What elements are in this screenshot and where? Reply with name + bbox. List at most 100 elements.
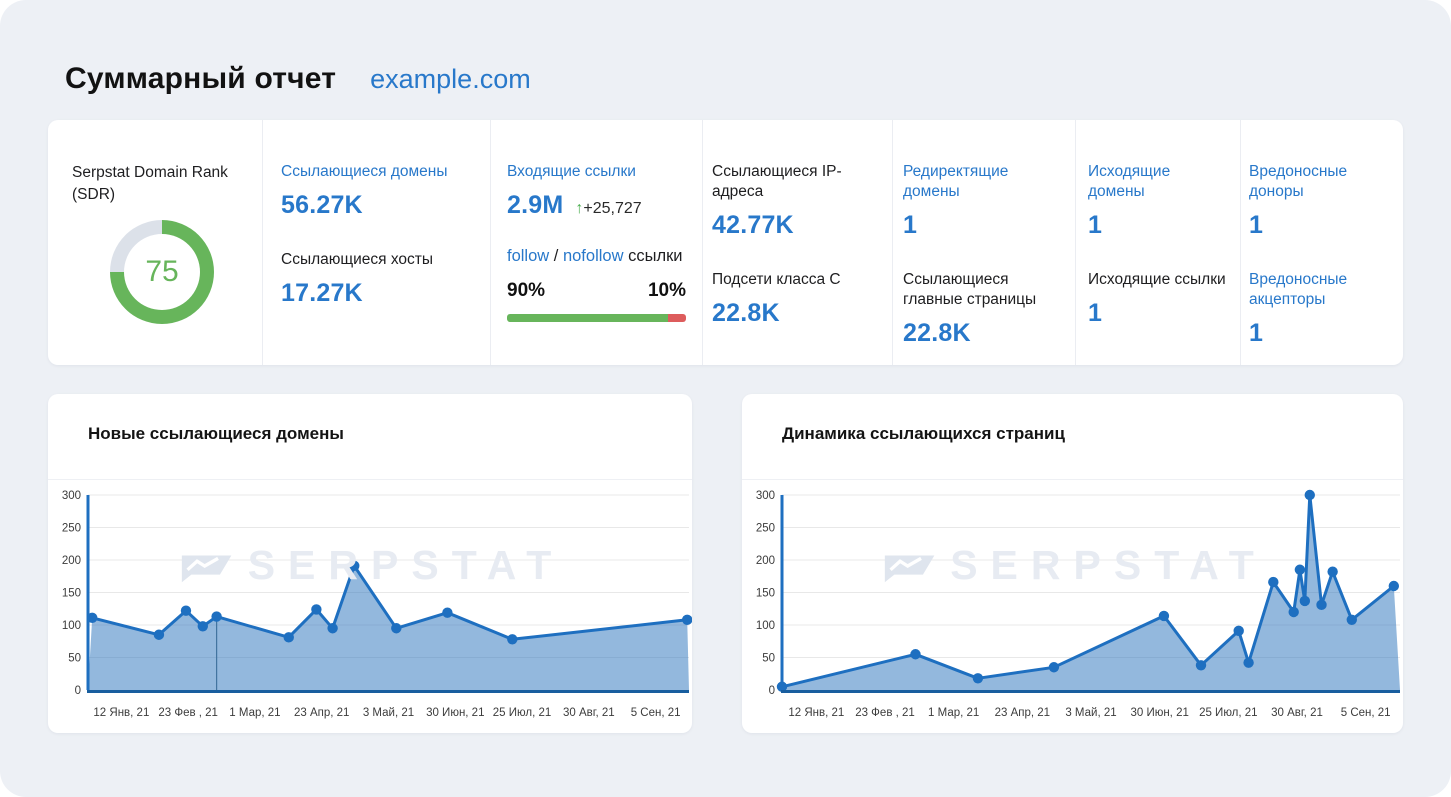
outgoing-domains-column: Исходящие домены 1 Исходящие ссылки 1 [1075, 120, 1240, 365]
svg-text:30 Авг, 21: 30 Авг, 21 [563, 707, 615, 719]
redirecting-domains-column: Редиректящие домены 1 Ссылающиеся главны… [892, 120, 1075, 365]
svg-text:250: 250 [756, 523, 775, 535]
svg-text:23 Апр, 21: 23 Апр, 21 [294, 707, 349, 719]
follow-separator: / [549, 247, 563, 265]
sdr-value: 75 [145, 255, 179, 288]
metric-value: 1 [1249, 211, 1264, 239]
metric-value: 22.8K [903, 319, 971, 347]
referring-domains-column: Ссылающиеся домены 56.27K Ссылающиеся хо… [262, 120, 490, 365]
svg-text:30 Июн, 21: 30 Июн, 21 [1130, 707, 1188, 719]
svg-text:150: 150 [756, 588, 775, 600]
metric-label[interactable]: Входящие ссылки [507, 163, 636, 180]
metric-label[interactable]: Вредоносные доноры [1249, 163, 1348, 200]
metric-referring-hosts: Ссылающиеся хосты 17.27K [281, 250, 480, 308]
incoming-links-column: Входящие ссылки 2.9M ↑+25,727 follow / n… [490, 120, 702, 365]
metric-redirecting-domains: Редиректящие домены 1 [903, 162, 1065, 240]
incoming-links-delta: ↑+25,727 [575, 200, 641, 218]
follow-percent: 90% [507, 280, 546, 301]
nofollow-link[interactable]: nofollow [562, 247, 624, 265]
metric-value: 1 [1088, 299, 1103, 327]
follow-bar-segment [507, 314, 669, 322]
metric-label: Ссылающиеся главные страницы [903, 271, 1037, 308]
new-referring-domains-chart[interactable]: 0 50 100 150 200 250 300 12 Янв, 21 23 Фев , 21 1… [48, 482, 692, 726]
svg-text:5 Сен, 21: 5 Сен, 21 [631, 707, 681, 719]
sdr-donut-hole: 75 [124, 234, 200, 310]
follow-link[interactable]: follow [507, 247, 550, 265]
metric-label: Ссылающиеся хосты [281, 251, 434, 268]
chart-header: Новые ссылающиеся домены [48, 394, 692, 480]
metric-label: Исходящие ссылки [1088, 271, 1226, 288]
svg-text:23 Апр, 21: 23 Апр, 21 [995, 707, 1050, 719]
svg-text:50: 50 [68, 653, 81, 665]
metric-value: 1 [903, 211, 918, 239]
svg-text:250: 250 [62, 523, 81, 535]
sdr-label: Serpstat Domain Rank (SDR) [72, 164, 228, 203]
svg-text:50: 50 [762, 653, 775, 665]
delta-value: +25,727 [583, 200, 642, 217]
sdr-donut-chart: 75 [110, 220, 214, 324]
svg-text:30 Авг, 21: 30 Авг, 21 [1271, 707, 1323, 719]
svg-text:200: 200 [756, 555, 775, 567]
svg-text:1 Мар, 21: 1 Мар, 21 [229, 707, 280, 719]
referring-ips-column: Ссылающиеся IP-адреса 42.77K Подсети кла… [702, 120, 892, 365]
svg-text:300: 300 [62, 490, 81, 502]
metric-label: Ссылающиеся IP-адреса [712, 163, 842, 200]
metric-label[interactable]: Исходящие домены [1088, 163, 1171, 200]
links-suffix: ссылки [623, 247, 683, 265]
chart-title: Динамика ссылающихся страниц [782, 424, 1065, 443]
metric-label: Подсети класса C [712, 271, 841, 288]
metric-value: 22.8K [712, 299, 780, 327]
svg-text:300: 300 [756, 490, 775, 502]
metric-label[interactable]: Ссылающиеся домены [281, 163, 448, 180]
metric-outgoing-domains: Исходящие домены 1 [1088, 162, 1230, 240]
metric-referring-domains: Ссылающиеся домены 56.27K [281, 162, 480, 220]
metric-value: 56.27K [281, 191, 363, 219]
svg-text:30 Июн, 21: 30 Июн, 21 [426, 707, 484, 719]
svg-text:200: 200 [62, 555, 81, 567]
svg-text:23 Фев , 21: 23 Фев , 21 [158, 707, 218, 719]
metric-value: 1 [1088, 211, 1103, 239]
metric-referring-main-pages: Ссылающиеся главные страницы 22.8K [903, 270, 1065, 348]
metric-malicious-donors: Вредоносные доноры 1 [1249, 162, 1393, 240]
up-arrow-icon: ↑ [575, 200, 584, 217]
metric-value: 42.77K [712, 211, 794, 239]
metric-class-c-subnets: Подсети класса C 22.8K [712, 270, 882, 328]
domain-link[interactable]: example.com [370, 64, 531, 94]
metric-outgoing-links: Исходящие ссылки 1 [1088, 270, 1230, 328]
report-header: Суммарный отчет example.com [65, 62, 531, 96]
svg-text:100: 100 [62, 620, 81, 632]
summary-metrics-card: Serpstat Domain Rank (SDR) 75 Ссылающиес… [48, 120, 1403, 365]
svg-text:3 Май, 21: 3 Май, 21 [363, 707, 414, 719]
svg-text:5 Сен, 21: 5 Сен, 21 [1341, 707, 1391, 719]
svg-text:3 Май, 21: 3 Май, 21 [1065, 707, 1116, 719]
nofollow-percent: 10% [647, 280, 686, 301]
metric-referring-ips: Ссылающиеся IP-адреса 42.77K [712, 162, 882, 240]
svg-text:12 Янв, 21: 12 Янв, 21 [93, 707, 149, 719]
svg-text:100: 100 [756, 620, 775, 632]
chart-card-new-referring-domains: Новые ссылающиеся домены SERPSTAT 0 50 100… [48, 394, 692, 733]
follow-ratio-bar [507, 314, 686, 322]
referring-pages-dynamics-chart[interactable]: 0 50 100 150 200 250 300 12 Янв, 21 23 Фев , 21 1… [742, 482, 1403, 726]
metric-incoming-links: Входящие ссылки 2.9M ↑+25,727 [507, 162, 686, 220]
svg-text:150: 150 [62, 588, 81, 600]
metric-value: 2.9M [507, 191, 564, 219]
svg-text:25 Июл, 21: 25 Июл, 21 [493, 707, 552, 719]
metric-label[interactable]: Редиректящие домены [903, 163, 1009, 200]
metric-label[interactable]: Вредоносные акцепторы [1249, 271, 1348, 308]
follow-nofollow-label: follow / nofollow ссылки [507, 247, 686, 266]
svg-text:12 Янв, 21: 12 Янв, 21 [788, 707, 844, 719]
svg-text:25 Июл, 21: 25 Июл, 21 [1199, 707, 1258, 719]
page-title: Суммарный отчет [65, 62, 337, 95]
svg-text:0: 0 [75, 685, 81, 697]
metric-value: 17.27K [281, 279, 363, 307]
malicious-column: Вредоносные доноры 1 Вредоносные акцепто… [1240, 120, 1403, 365]
svg-text:0: 0 [769, 685, 775, 697]
svg-text:23 Фев , 21: 23 Фев , 21 [855, 707, 915, 719]
chart-header: Динамика ссылающихся страниц [742, 394, 1403, 480]
nofollow-bar-segment [668, 314, 686, 322]
chart-title: Новые ссылающиеся домены [88, 424, 344, 443]
metric-value: 1 [1249, 319, 1264, 347]
svg-text:1 Мар, 21: 1 Мар, 21 [928, 707, 979, 719]
metric-malicious-acceptors: Вредоносные акцепторы 1 [1249, 270, 1393, 348]
